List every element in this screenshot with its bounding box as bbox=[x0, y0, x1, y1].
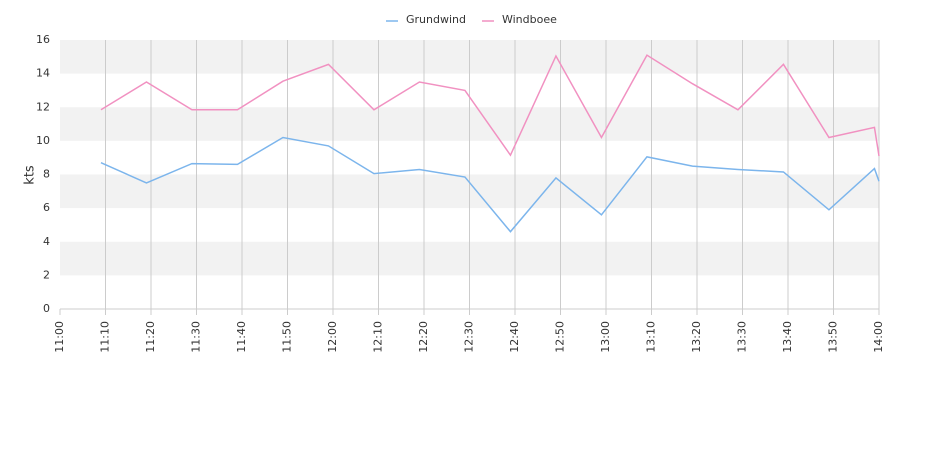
y-tick-label: 6 bbox=[43, 201, 50, 214]
x-tick-label: 13:00 bbox=[599, 321, 612, 353]
x-tick-label: 13:10 bbox=[645, 321, 658, 353]
x-tick-label: 12:00 bbox=[326, 321, 339, 353]
x-tick-label: 11:40 bbox=[235, 321, 248, 353]
x-tick-label: 13:40 bbox=[781, 321, 794, 353]
y-tick-label: 8 bbox=[43, 168, 50, 181]
y-tick-label: 16 bbox=[36, 33, 50, 46]
x-tick-label: 12:40 bbox=[508, 321, 521, 353]
x-tick-label: 11:30 bbox=[190, 321, 203, 353]
y-axis-label: kts bbox=[23, 165, 38, 185]
x-tick-label: 11:10 bbox=[99, 321, 112, 353]
x-tick-label: 12:10 bbox=[372, 321, 385, 353]
x-tick-label: 12:20 bbox=[417, 321, 430, 353]
x-tick-label: 13:30 bbox=[736, 321, 749, 353]
series-line bbox=[100, 136, 880, 233]
x-tick-label: 13:50 bbox=[827, 321, 840, 353]
y-tick-label: 12 bbox=[36, 100, 50, 113]
y-tick-label: 10 bbox=[36, 134, 50, 147]
x-tick-label: 11:50 bbox=[281, 321, 294, 353]
x-tick-label: 11:20 bbox=[144, 321, 157, 353]
x-tick-label: 13:20 bbox=[690, 321, 703, 353]
legend-label: Windboee bbox=[502, 13, 557, 26]
x-tick-label: 12:50 bbox=[554, 321, 567, 353]
x-tick-label: 11:00 bbox=[53, 321, 66, 353]
y-tick-label: 4 bbox=[43, 235, 50, 248]
y-tick-label: 0 bbox=[43, 302, 50, 315]
y-tick-label: 14 bbox=[36, 67, 50, 80]
legend-label: Grundwind bbox=[406, 13, 466, 26]
x-tick-label: 12:30 bbox=[463, 321, 476, 353]
series-line bbox=[100, 54, 880, 157]
x-tick-label: 14:00 bbox=[872, 321, 885, 353]
y-tick-label: 2 bbox=[43, 268, 50, 281]
